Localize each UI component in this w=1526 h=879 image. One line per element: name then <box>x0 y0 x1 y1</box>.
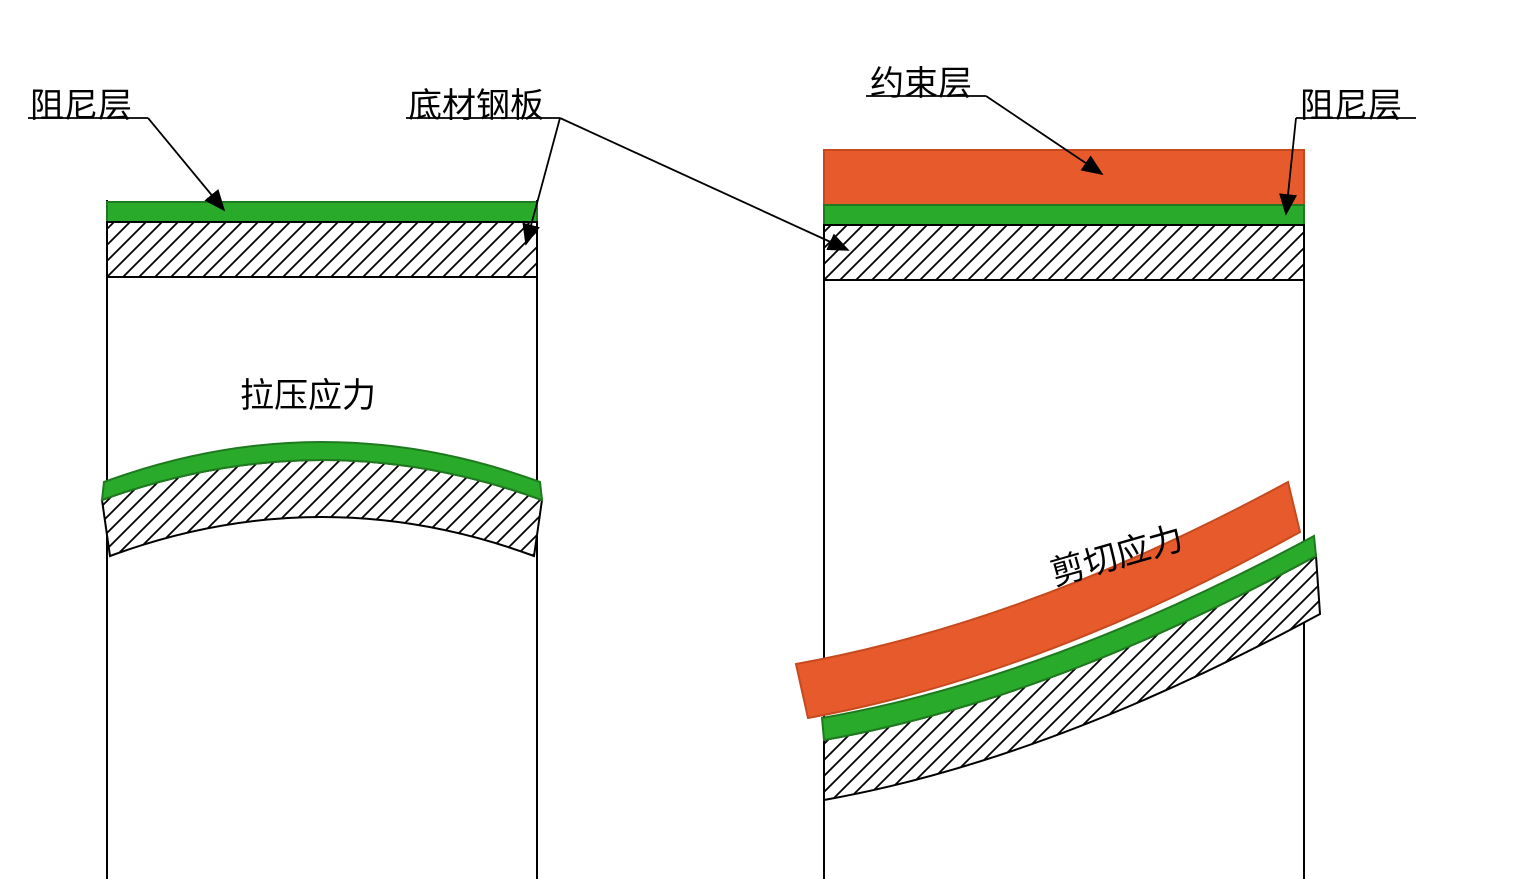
right-top-damping-layer <box>824 205 1304 225</box>
label-tension-compression: 拉压应力 <box>240 368 376 417</box>
left-top-steel-plate <box>107 222 537 277</box>
left-panel <box>102 200 542 879</box>
right-top-constraint-layer <box>824 150 1304 205</box>
label-damping-left: 阻尼层 <box>30 78 132 127</box>
right-panel <box>796 150 1320 879</box>
right-top-steel-plate <box>824 225 1304 280</box>
damping-structure-diagram <box>0 0 1526 879</box>
label-base-steel: 底材钢板 <box>408 78 544 127</box>
label-constraint-layer: 约束层 <box>870 56 972 105</box>
left-top-damping-layer <box>107 202 537 222</box>
label-damping-right: 阻尼层 <box>1300 78 1402 127</box>
